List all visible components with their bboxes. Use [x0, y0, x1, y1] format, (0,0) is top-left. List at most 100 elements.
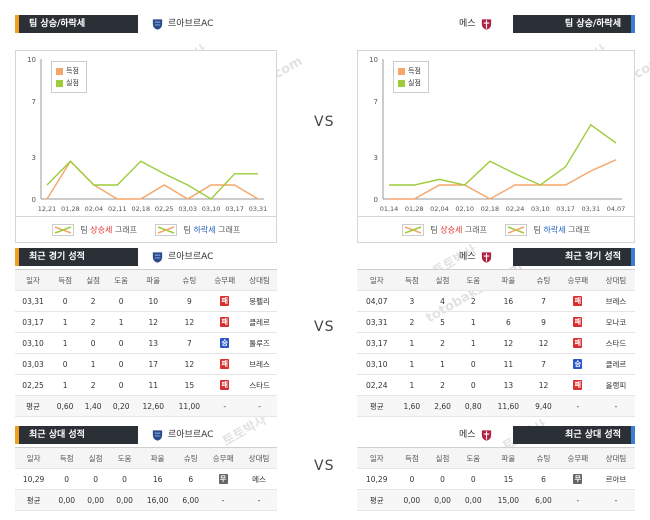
y-tick-label: 0 — [374, 196, 378, 204]
up-trend-icon — [51, 223, 74, 236]
team-logo-icon — [481, 430, 491, 441]
result-badge: 무 — [218, 474, 228, 484]
team-logo-icon — [152, 430, 163, 441]
table-cell: 메스 — [241, 468, 277, 490]
table-cell: 0 — [51, 290, 80, 312]
result-badge: 패 — [573, 380, 583, 390]
scored-swatch — [398, 67, 405, 75]
y-tick-label: 10 — [27, 56, 36, 64]
team-label: 르아브르AC — [151, 249, 213, 265]
table-cell: 6 — [176, 468, 206, 490]
result-cell: 승 — [207, 332, 243, 354]
left-trend-panel: 팀 상승/하락세 르아브르AC 0 3 7 10 12,21 01,28 02,04 02,1… — [15, 13, 277, 243]
y-tick-label: 7 — [32, 98, 36, 106]
average-cell: - — [242, 395, 277, 417]
column-header: 일자 — [357, 269, 397, 291]
table-cell: 7 — [528, 353, 559, 375]
up-trend-icon — [401, 223, 424, 236]
down-trend-icon — [155, 223, 177, 236]
section-title: 최근 상대 성적 — [15, 426, 138, 444]
table-row: 03,03 0 1 0 17 12 패 브레스 — [15, 353, 277, 375]
result-badge: 승 — [220, 338, 230, 348]
column-header: 슈팅 — [171, 269, 208, 291]
result-badge: 패 — [220, 296, 230, 306]
x-tick-label: 03,03 — [178, 205, 197, 213]
average-cell: - — [205, 489, 242, 511]
table-cell: 2 — [457, 290, 489, 312]
table-row: 03,31 2 5 1 6 9 패 모나코 — [357, 311, 635, 333]
table-cell: 0 — [457, 468, 489, 490]
table-header-row: 일자 득점 실점 도움 파울 슈팅 승무패 상대팀 — [15, 447, 277, 469]
table-row: 03,10 1 0 0 13 7 승 툴루즈 — [15, 332, 277, 354]
average-cell: 16,00 — [139, 489, 177, 511]
table-cell: 0 — [107, 332, 136, 354]
average-row: 평균 0,00 0,00 0,00 16,00 6,00- - — [15, 489, 277, 511]
result-badge: 무 — [573, 474, 583, 484]
average-cell: 0,00 — [457, 489, 489, 511]
table-cell: 03,31 — [357, 311, 397, 333]
h2h-table: 일자 득점 실점 도움 파울 슈팅 승무패 상대팀 10,29 0 0 0 15 6 무 르아브 평균 0,00 0… — [357, 447, 635, 511]
column-header: 상대팀 — [242, 269, 277, 291]
team-label: 르아브르AC — [151, 16, 213, 32]
series-line-scored — [389, 159, 617, 200]
column-header: 슈팅 — [528, 447, 559, 469]
x-tick-label: 02,25 — [155, 205, 174, 213]
y-tick-label: 3 — [32, 154, 36, 162]
column-header: 일자 — [15, 447, 53, 469]
table-header-row: 일자 득점 실점 도움 파울 슈팅 승무패 상대팀 — [357, 447, 635, 469]
conceded-swatch — [56, 79, 63, 87]
table-cell: 9 — [171, 290, 208, 312]
trend-chart: 0 3 7 10 01,14 01,28 02,04 02,10 02,18 02,24 03,10… — [357, 50, 635, 217]
table-cell: 2 — [396, 311, 428, 333]
section-title: 최근 상대 성적 — [513, 426, 635, 444]
average-cell: - — [558, 395, 597, 417]
x-tick-label: 03,31 — [581, 205, 600, 213]
table-cell: 스타드 — [242, 374, 277, 396]
table-row: 03,10 1 1 0 11 7 승 클레르 — [357, 353, 635, 375]
x-tick-label: 02,10 — [455, 205, 474, 213]
average-cell: 1,40 — [79, 395, 108, 417]
left-recent-panel: 최근 경기 성적 르아브르AC 일자 득점 실점 도움 파울 슈팅 승무패 상대팀 03,31 0… — [15, 246, 277, 417]
result-badge: 패 — [220, 380, 230, 390]
table-cell: 12 — [171, 311, 208, 333]
trend-legend-bar: 팀 상승세 그래프 팀 하락세 그래프 — [15, 217, 277, 243]
table-cell: 6 — [488, 311, 529, 333]
result-cell: 패 — [558, 290, 597, 312]
result-cell: 무 — [558, 468, 597, 490]
column-header: 파울 — [488, 447, 529, 469]
team-label: 메스 — [459, 16, 493, 32]
column-header: 득점 — [396, 269, 428, 291]
table-cell: 0 — [427, 468, 458, 490]
down-trend-icon — [505, 223, 527, 236]
x-tick-label: 01,14 — [380, 205, 399, 213]
column-header: 실점 — [427, 447, 458, 469]
team-name: 메스 — [459, 19, 476, 29]
section-title: 최근 경기 성적 — [513, 248, 635, 266]
table-cell: 0 — [107, 374, 136, 396]
table-cell: 12 — [528, 374, 559, 396]
table-cell: 15 — [488, 468, 529, 490]
table-row: 03,31 0 2 0 10 9 패 몽펠리 — [15, 290, 277, 312]
down-legend: 팀 하락세 그래프 — [505, 223, 590, 236]
average-row: 평균 0,00 0,00 0,00 15,00 6,00- - — [357, 489, 635, 511]
column-header: 도움 — [457, 269, 489, 291]
table-cell: 1 — [51, 311, 80, 333]
table-cell: 1 — [396, 353, 428, 375]
table-cell: 10,29 — [357, 468, 397, 490]
table-cell: 16 — [488, 290, 529, 312]
team-name: 메스 — [459, 252, 476, 262]
average-cell: 평균 — [15, 395, 52, 417]
average-cell: 0,60 — [51, 395, 80, 417]
table-cell: 0 — [81, 468, 111, 490]
average-cell: - — [596, 395, 635, 417]
column-header: 도움 — [107, 269, 136, 291]
table-cell: 02,24 — [357, 374, 397, 396]
table-cell: 12 — [171, 353, 208, 375]
result-cell: 패 — [207, 353, 243, 375]
column-header: 득점 — [52, 447, 82, 469]
trend-legend-bar: 팀 상승세 그래프 팀 하락세 그래프 — [357, 217, 635, 243]
column-header: 슈팅 — [528, 269, 559, 291]
result-badge: 패 — [220, 359, 230, 369]
x-tick-label: 02,18 — [481, 205, 500, 213]
x-tick-label: 01,28 — [405, 205, 424, 213]
